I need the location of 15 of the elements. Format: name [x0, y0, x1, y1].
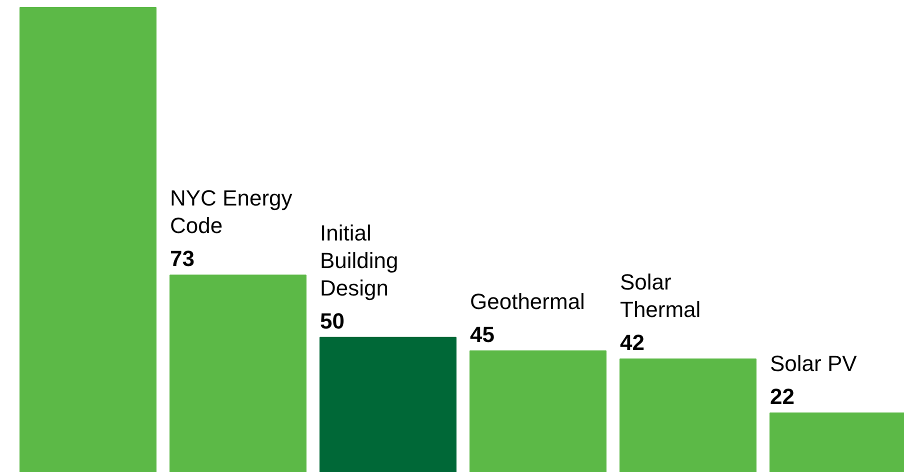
x-tick-label: Solar PV — [770, 351, 858, 376]
data-label: 42 — [620, 330, 644, 355]
bar — [620, 358, 756, 472]
x-tick-label: Geothermal — [470, 288, 585, 314]
data-label: 50 — [320, 308, 344, 334]
x-tick-label: NYC Energy Code — [170, 186, 292, 238]
data-label: 45 — [470, 322, 494, 347]
bar — [20, 7, 156, 472]
data-label: 22 — [770, 384, 794, 410]
x-tick-label: Initial Building Design — [320, 220, 398, 300]
x-tick-label: Solar Thermal — [620, 269, 701, 322]
bar — [170, 274, 306, 472]
bar — [320, 336, 456, 472]
data-label: 73 — [170, 246, 194, 272]
bar — [470, 350, 606, 472]
